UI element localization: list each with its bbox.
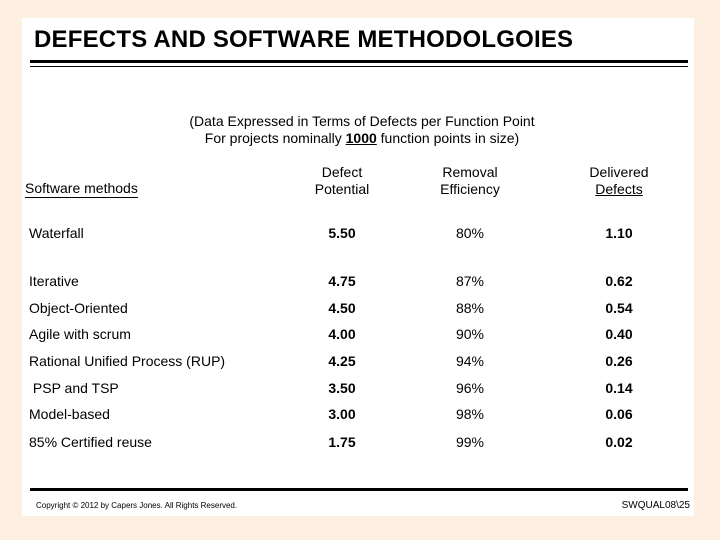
removal-efficiency-cell: 88% [455,300,485,316]
slide-title: DEFECTS AND SOFTWARE METHODOLGOIES [34,26,574,53]
header-delivered-defects-line2: Defects [595,181,643,197]
defect-potential-cell: 4.75 [328,273,356,289]
slide: DEFECTS AND SOFTWARE METHODOLGOIES (Data… [22,18,694,516]
defect-potential-cell: 3.50 [328,380,356,396]
defect-potential-cell: 3.00 [328,406,356,422]
removal-efficiency-cell: 99% [455,434,485,450]
table-row: Model-based 3.00 98% 0.06 [22,406,694,426]
removal-efficiency-cell: 98% [455,406,485,422]
title-rule-thin [30,66,688,67]
removal-efficiency-cell: 90% [455,326,485,342]
defect-potential-cell: 4.25 [328,353,356,369]
method-cell: Object-Oriented [29,300,128,316]
defect-potential-cell: 1.75 [328,434,356,450]
defect-potential-cell: 4.00 [328,326,356,342]
subtitle-line-1: (Data Expressed in Terms of Defects per … [189,113,535,129]
header-software-methods: Software methods [25,180,138,198]
method-cell: Waterfall [29,225,84,241]
method-cell: Model-based [29,406,110,422]
delivered-defects-cell: 0.14 [605,380,633,396]
header-delivered-defects-line1: Delivered [589,164,649,180]
method-cell: Rational Unified Process (RUP) [29,353,226,369]
header-defect-potential: Defect Potential [302,164,382,198]
table-row: Iterative 4.75 87% 0.62 [22,273,694,293]
table-row: 85% Certified reuse 1.75 99% 0.02 [22,434,694,454]
subtitle-line-2: For projects nominally 1000 function poi… [112,130,612,147]
title-rule-thick [30,60,688,63]
defect-potential-cell: 4.50 [328,300,356,316]
header-defect-potential-line1: Defect [321,164,363,180]
delivered-defects-cell: 0.02 [605,434,633,450]
delivered-defects-cell: 0.62 [605,273,633,289]
header-defect-potential-line2: Potential [314,181,370,197]
header-removal-efficiency-line2: Efficiency [440,181,500,197]
subtitle-prefix: For projects nominally [204,130,346,146]
table-row: PSP and TSP 3.50 96% 0.14 [22,380,694,400]
defect-potential-cell: 5.50 [328,225,356,241]
slide-id: SWQUAL08\25 [621,500,690,511]
table-row: Object-Oriented 4.50 88% 0.54 [22,300,694,320]
method-cell: PSP and TSP [29,380,119,396]
delivered-defects-cell: 0.26 [605,353,633,369]
table-row: Waterfall 5.50 80% 1.10 [22,225,694,245]
delivered-defects-cell: 0.54 [605,300,633,316]
delivered-defects-cell: 0.06 [605,406,633,422]
removal-efficiency-cell: 87% [455,273,485,289]
method-cell: 85% Certified reuse [29,434,152,450]
subtitle-suffix: function points in size) [376,130,520,146]
removal-efficiency-cell: 96% [455,380,485,396]
header-removal-efficiency: Removal Efficiency [425,164,515,198]
header-delivered-defects: Delivered Defects [574,164,664,198]
copyright-text: Copyright © 2012 by Capers Jones. All Ri… [36,501,238,510]
delivered-defects-cell: 1.10 [605,225,633,241]
header-removal-efficiency-line1: Removal [442,164,498,180]
table-row: Agile with scrum 4.00 90% 0.40 [22,326,694,346]
delivered-defects-cell: 0.40 [605,326,633,342]
table-row: Rational Unified Process (RUP) 4.25 94% 0.2… [22,353,694,373]
removal-efficiency-cell: 94% [455,353,485,369]
method-cell: Iterative [29,273,79,289]
method-cell: Agile with scrum [29,326,131,342]
footer-rule [30,488,688,491]
subtitle-number: 1000 [345,130,377,146]
removal-efficiency-cell: 80% [455,225,485,241]
